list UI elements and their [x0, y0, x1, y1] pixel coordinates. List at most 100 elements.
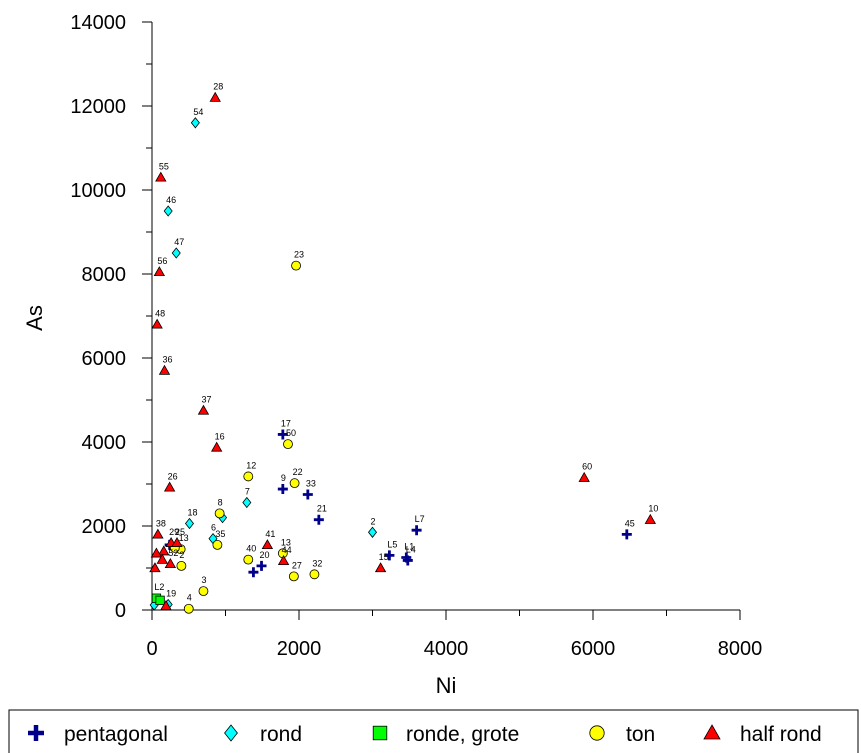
legend-label: rond: [260, 723, 302, 746]
point-label: 6: [211, 523, 216, 533]
point-triangle: [644, 513, 657, 524]
point-label: 48: [155, 308, 165, 318]
point-label: 60: [582, 462, 592, 472]
point-label: 20: [260, 550, 270, 560]
point-label: 2: [371, 516, 376, 526]
point-label: 13: [179, 533, 189, 543]
point-circle: [214, 508, 225, 519]
point-label: 46: [166, 195, 176, 205]
point-cross: [277, 484, 288, 495]
point-label: 26: [168, 471, 178, 481]
point-label: 44: [282, 545, 292, 555]
point-circle: [243, 554, 254, 565]
point-cross: [621, 529, 632, 540]
point-label: L2: [154, 582, 164, 592]
point-diamond: [163, 205, 173, 217]
point-label: 54: [193, 107, 203, 117]
legend-box: [8, 709, 859, 753]
legend-marker-triangle: [703, 724, 721, 740]
point-label: 55: [159, 161, 169, 171]
x-tick-label: 2000: [277, 638, 322, 660]
x-tick-label: 0: [146, 638, 157, 660]
point-cross: [302, 489, 313, 500]
point-label: L5: [387, 539, 397, 549]
point-label: 45: [625, 518, 635, 528]
point-cross: [384, 550, 395, 561]
point-label: 2: [179, 550, 184, 560]
point-diamond: [171, 247, 181, 259]
point-triangle: [151, 318, 163, 329]
point-circle: [288, 571, 299, 582]
legend: pentagonal rond ronde, grote ton half rond: [8, 709, 859, 753]
point-circle: [183, 603, 194, 614]
point-label: 50: [286, 428, 296, 438]
point-label: 7: [245, 486, 250, 496]
legend-marker-cross: [28, 725, 44, 741]
point-cross: [411, 525, 422, 536]
point-triangle: [374, 562, 387, 573]
point-cross: [277, 429, 288, 440]
point-label: 23: [294, 250, 304, 260]
point-label: 52: [168, 548, 178, 558]
point-triangle: [156, 553, 168, 564]
legend-label: pentagonal: [64, 723, 168, 746]
point-triangle: [164, 557, 177, 568]
point-label: L1: [404, 542, 414, 552]
point-label: 12: [246, 460, 256, 470]
point-label: 37: [201, 395, 211, 405]
point-triangle: [155, 171, 167, 182]
point-cross: [401, 552, 412, 563]
point-label: 35: [215, 529, 225, 539]
y-tick-label: 10000: [70, 180, 126, 202]
point-diamond: [367, 526, 378, 538]
point-label: 22: [293, 467, 303, 477]
point-label: L4: [406, 544, 416, 554]
point-triangle: [150, 547, 163, 558]
legend-marker-diamond: [224, 724, 238, 742]
point-triangle: [197, 404, 210, 415]
point-triangle: [152, 528, 164, 539]
point-label: 25: [175, 527, 185, 537]
point-diamond: [190, 117, 200, 129]
point-label: 32: [312, 558, 322, 568]
point-circle: [291, 260, 301, 271]
axes: 0 2000 4000 6000 8000 0 2000 4000 6000 8000 10000 1…: [70, 12, 762, 660]
point-label: 40: [246, 544, 256, 554]
x-tick-label: 6000: [571, 638, 616, 660]
point-label: 19: [166, 589, 176, 599]
x-axis-label: Ni: [436, 673, 457, 698]
x-tick-label: 8000: [718, 638, 763, 660]
point-circle: [283, 439, 293, 450]
y-tick-label: 4000: [82, 432, 127, 454]
point-label: 56: [157, 256, 167, 266]
point-circle: [176, 561, 187, 571]
point-triangle: [158, 364, 171, 375]
point-triangle: [158, 545, 170, 556]
point-cross: [313, 514, 324, 525]
legend-label: ton: [626, 723, 655, 746]
point-diamond: [184, 517, 194, 530]
point-label: 13: [281, 537, 291, 547]
legend-label: half rond: [740, 723, 822, 746]
point-triangle: [171, 536, 183, 547]
point-label: L7: [415, 514, 425, 524]
point-label: 15: [379, 552, 389, 562]
x-tick-label: 4000: [424, 638, 469, 660]
point-label: 8: [218, 497, 223, 507]
point-triangle: [160, 599, 172, 610]
point-diamond: [242, 496, 252, 509]
point-cross: [402, 555, 413, 566]
point-triangle: [163, 481, 176, 492]
y-tick-label: 12000: [70, 96, 126, 118]
point-label: 21: [317, 504, 327, 514]
point-label: 38: [156, 518, 166, 528]
point-label: 41: [265, 529, 275, 539]
point-circle: [309, 569, 320, 580]
point-label: 36: [162, 355, 172, 365]
point-label: 27: [292, 560, 302, 570]
y-tick-label: 14000: [70, 12, 126, 34]
legend-marker-square: [372, 725, 388, 741]
point-label: 4: [187, 593, 192, 603]
